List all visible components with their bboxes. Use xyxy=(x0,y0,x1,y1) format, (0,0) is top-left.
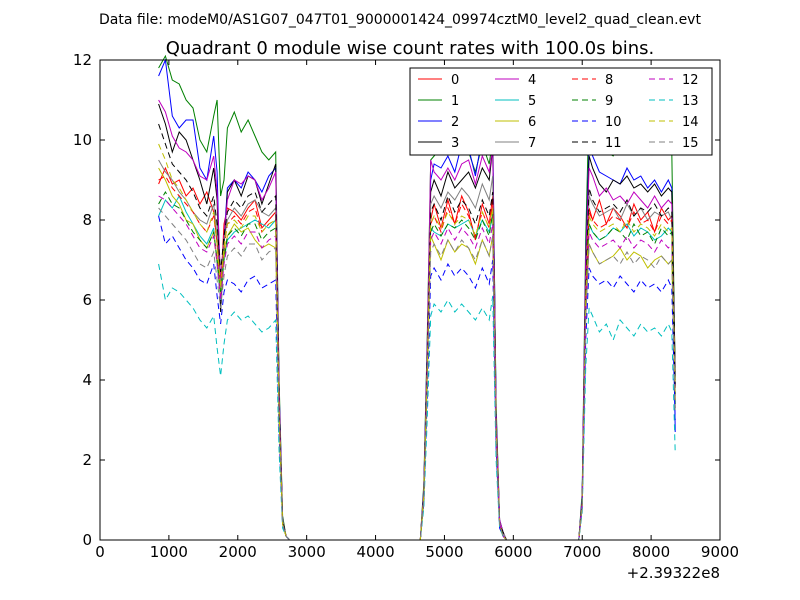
x-tick-label: 6000 xyxy=(494,543,532,561)
legend-box xyxy=(409,67,713,156)
x-tick-label: 1000 xyxy=(150,543,188,561)
legend-label-2: 2 xyxy=(451,115,459,130)
x-tick-label: 2000 xyxy=(219,543,257,561)
x-tick-label: 7000 xyxy=(563,543,601,561)
x-tick-label: 9000 xyxy=(701,543,739,561)
legend-label-0: 0 xyxy=(451,73,459,88)
y-tick-label: 12 xyxy=(73,51,92,69)
x-tick-label: 5000 xyxy=(425,543,463,561)
series-line-11 xyxy=(158,123,676,541)
series-layer xyxy=(158,54,676,541)
y-tick-label: 0 xyxy=(82,531,92,549)
legend-label-14: 14 xyxy=(682,115,699,130)
x-tick-label: 4000 xyxy=(356,543,394,561)
legend-label-5: 5 xyxy=(528,94,536,109)
axis-layer: 0 1000 2000 3000 4000 5000 6000 7000 8000 9000 0 2 4… xyxy=(73,51,739,561)
legend-label-3: 3 xyxy=(451,136,459,151)
legend-label-12: 12 xyxy=(682,73,699,88)
y-tick-label: 2 xyxy=(82,451,92,469)
x-tick-label: 3000 xyxy=(288,543,326,561)
chart-title: Quadrant 0 module wise count rates with … xyxy=(166,38,655,59)
legend-label-4: 4 xyxy=(528,73,536,88)
x-tick-label: 8000 xyxy=(632,543,670,561)
legend-label-10: 10 xyxy=(605,115,622,130)
y-tick-label: 6 xyxy=(82,291,92,309)
x-tick-label: 0 xyxy=(95,543,105,561)
series-line-12 xyxy=(158,195,676,541)
legend-label-7: 7 xyxy=(528,136,536,151)
series-line-10 xyxy=(158,215,676,541)
y-tick-label: 10 xyxy=(73,131,92,149)
y-tick-label: 4 xyxy=(82,371,92,389)
legend-label-11: 11 xyxy=(605,136,622,151)
legend-label-6: 6 xyxy=(528,115,536,130)
legend-label-1: 1 xyxy=(451,94,459,109)
series-line-15 xyxy=(158,207,676,541)
legend-label-13: 13 xyxy=(682,94,699,109)
series-line-13 xyxy=(158,263,676,541)
y-tick-label: 8 xyxy=(82,211,92,229)
legend-label-8: 8 xyxy=(605,73,613,88)
figure-suptitle: Data file: modeM0/AS1G07_047T01_90000014… xyxy=(99,12,701,28)
legend-label-9: 9 xyxy=(605,94,613,109)
x-offset-label: +2.39322e8 xyxy=(627,564,720,582)
legend-label-15: 15 xyxy=(682,136,699,151)
